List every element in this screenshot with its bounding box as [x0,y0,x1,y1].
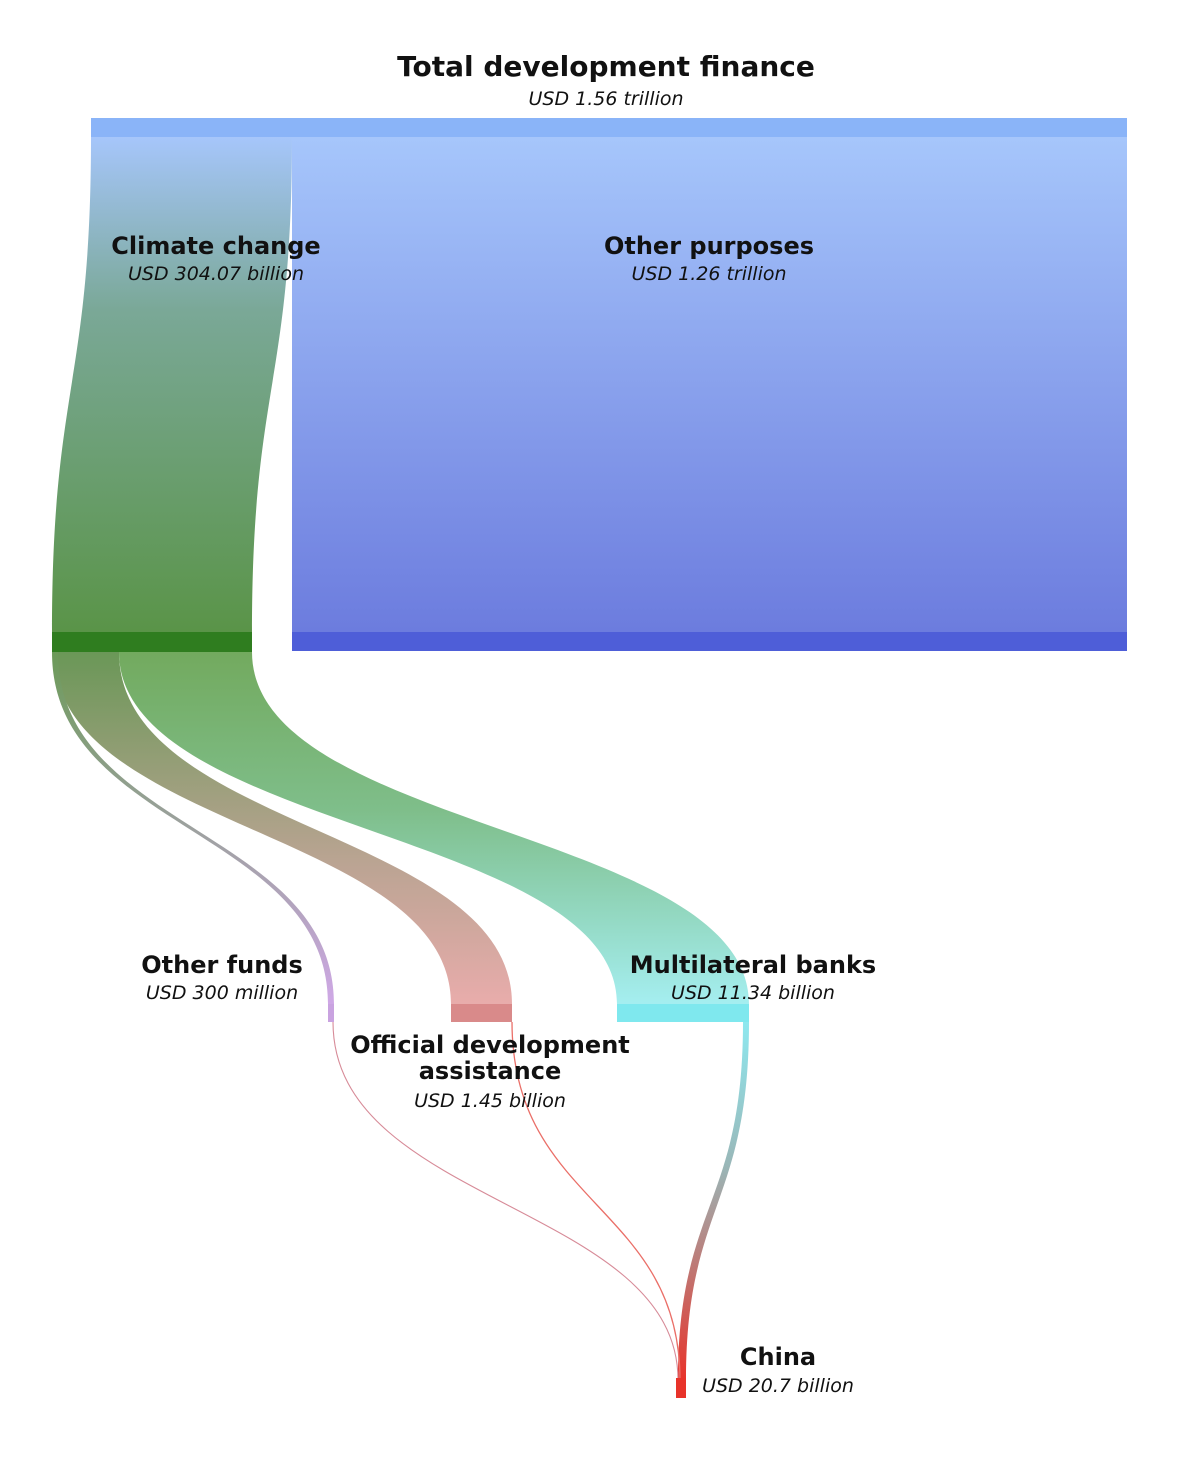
flow-climate-to-multilateral-banks [119,652,749,1004]
node-climate-change-bar [52,632,252,652]
value-oda: USD 1.45 billion [414,1090,566,1112]
label-multilateral-banks: Multilateral banks [630,951,876,979]
flow-multilateral-banks-to-china [678,1022,749,1380]
flow-oda-to-china [511,1021,681,1381]
node-other-purposes-bar [292,632,1127,651]
value-other-funds: USD 300 million [146,982,298,1004]
node-china-bar [676,1378,686,1398]
node-other-funds-bar [328,1004,334,1022]
label-climate-change: Climate change [111,232,320,260]
label-other-purposes: Other purposes [604,232,814,260]
value-china: USD 20.7 billion [702,1375,854,1397]
node-multilateral-banks-bar [617,1004,749,1022]
label-other-funds: Other funds [141,951,303,979]
value-other-purposes: USD 1.26 trillion [631,263,786,285]
flow-total-to-other-purposes [292,137,1127,632]
diagram-title: Total development finance [397,50,815,83]
flow-total-to-climate-change [52,137,292,632]
flow-climate-to-oda [54,652,512,1004]
flow-other-funds-to-china [332,1021,679,1381]
label-oda-line2: assistance [419,1057,562,1085]
label-oda-line1: Official development [350,1031,630,1059]
node-oda-bar [451,1004,512,1022]
value-multilateral-banks: USD 11.34 billion [671,982,835,1004]
value-climate-change: USD 304.07 billion [128,263,304,285]
flow-climate-to-other-funds [52,652,334,1004]
diagram-title-value: USD 1.56 trillion [528,88,683,110]
node-total-bar [91,118,1127,137]
label-china: China [740,1343,816,1371]
